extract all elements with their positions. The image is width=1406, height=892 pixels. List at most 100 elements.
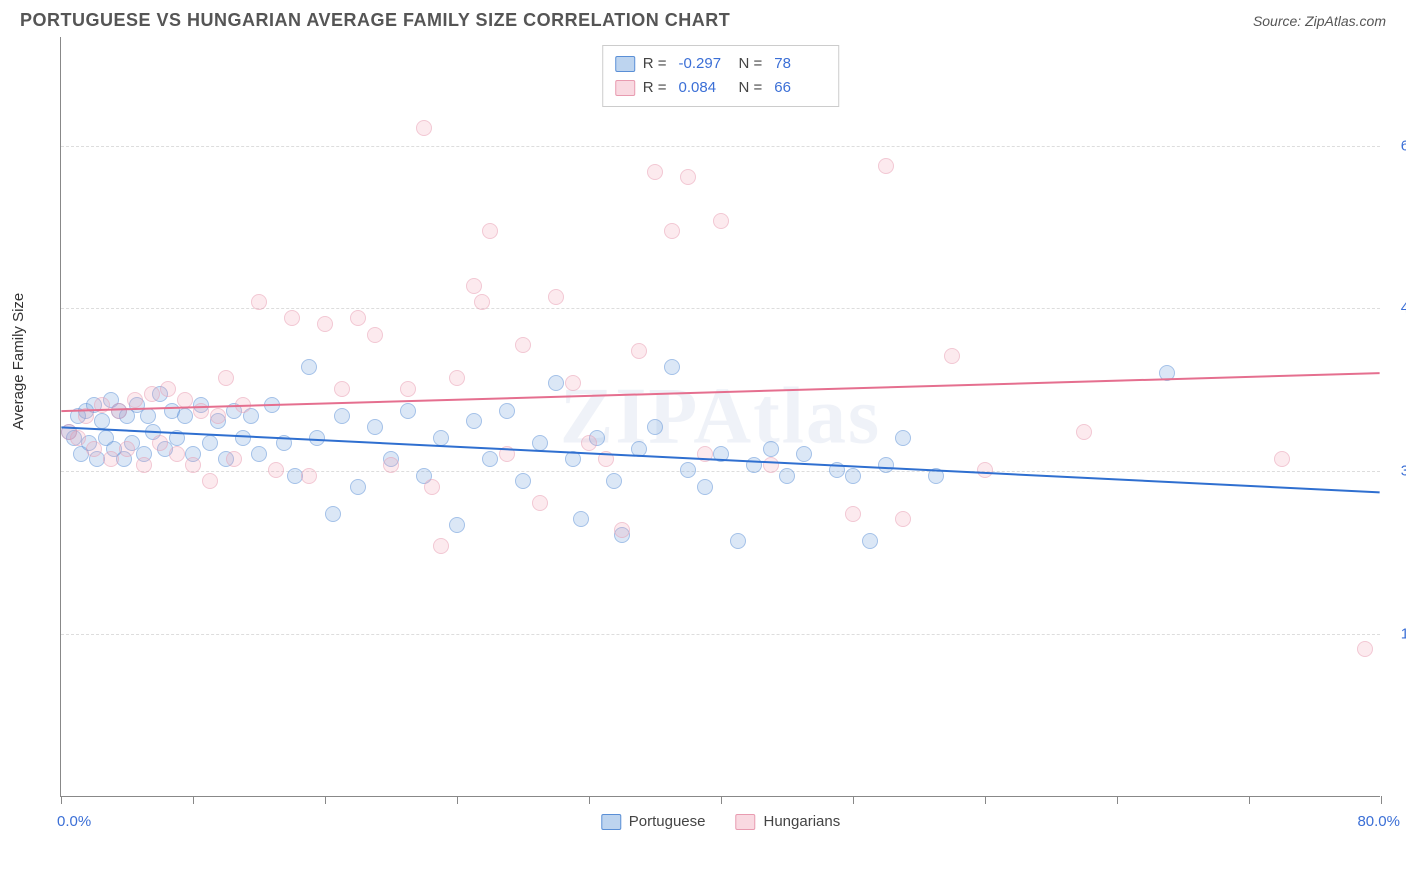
swatch-pink: [736, 814, 756, 830]
data-point: [1357, 641, 1373, 657]
n-label: N =: [739, 52, 763, 76]
data-point: [111, 403, 127, 419]
data-point: [264, 397, 280, 413]
data-point: [499, 446, 515, 462]
data-point: [400, 381, 416, 397]
data-point: [499, 403, 515, 419]
data-point: [449, 517, 465, 533]
data-point: [144, 386, 160, 402]
legend-item-portuguese: Portuguese: [601, 813, 706, 830]
data-point: [647, 164, 663, 180]
gridline: [61, 634, 1380, 635]
y-axis-label: Average Family Size: [10, 293, 27, 430]
data-point: [730, 533, 746, 549]
n-value-hungarians: 66: [774, 76, 826, 100]
gridline: [61, 471, 1380, 472]
data-point: [226, 451, 242, 467]
gridline: [61, 146, 1380, 147]
data-point: [177, 392, 193, 408]
x-tick: [61, 796, 62, 804]
data-point: [515, 337, 531, 353]
y-tick-label: 3.00: [1401, 463, 1406, 480]
data-point: [383, 457, 399, 473]
data-point: [350, 479, 366, 495]
data-point: [862, 533, 878, 549]
data-point: [136, 457, 152, 473]
data-point: [350, 310, 366, 326]
data-point: [325, 506, 341, 522]
plot-area: 1.503.004.506.00: [61, 37, 1380, 796]
data-point: [1076, 424, 1092, 440]
data-point: [565, 451, 581, 467]
data-point: [119, 441, 135, 457]
data-point: [202, 473, 218, 489]
data-point: [895, 511, 911, 527]
r-label: R =: [643, 52, 667, 76]
data-point: [664, 223, 680, 239]
data-point: [565, 375, 581, 391]
data-point: [928, 468, 944, 484]
data-point: [763, 457, 779, 473]
data-point: [433, 430, 449, 446]
data-point: [334, 408, 350, 424]
data-point: [127, 392, 143, 408]
data-point: [424, 479, 440, 495]
data-point: [482, 451, 498, 467]
data-point: [713, 213, 729, 229]
data-point: [449, 370, 465, 386]
data-point: [103, 451, 119, 467]
y-tick-label: 1.50: [1401, 626, 1406, 643]
x-tick: [853, 796, 854, 804]
x-tick: [1249, 796, 1250, 804]
data-point: [169, 430, 185, 446]
data-point: [532, 495, 548, 511]
data-point: [573, 511, 589, 527]
data-point: [416, 120, 432, 136]
data-point: [680, 169, 696, 185]
data-point: [664, 359, 680, 375]
data-point: [94, 397, 110, 413]
data-point: [86, 441, 102, 457]
data-point: [276, 435, 292, 451]
chart-title: PORTUGUESE VS HUNGARIAN AVERAGE FAMILY S…: [20, 10, 730, 31]
legend-item-hungarians: Hungarians: [736, 813, 841, 830]
data-point: [433, 538, 449, 554]
data-point: [763, 441, 779, 457]
data-point: [631, 441, 647, 457]
data-point: [845, 468, 861, 484]
data-point: [532, 435, 548, 451]
correlation-legend: R = -0.297 N = 78 R = 0.084 N = 66: [602, 45, 840, 107]
data-point: [400, 403, 416, 419]
data-point: [193, 403, 209, 419]
data-point: [606, 473, 622, 489]
data-point: [878, 457, 894, 473]
data-point: [697, 479, 713, 495]
scatter-chart: ZIPAtlas 1.503.004.506.00 R = -0.297 N =…: [60, 37, 1380, 797]
data-point: [631, 343, 647, 359]
x-tick: [589, 796, 590, 804]
data-point: [268, 462, 284, 478]
data-point: [548, 289, 564, 305]
data-point: [284, 310, 300, 326]
data-point: [251, 294, 267, 310]
data-point: [474, 294, 490, 310]
data-point: [309, 430, 325, 446]
data-point: [235, 430, 251, 446]
data-point: [845, 506, 861, 522]
data-point: [251, 446, 267, 462]
swatch-blue: [615, 56, 635, 72]
x-tick: [721, 796, 722, 804]
x-axis-start-label: 0.0%: [57, 813, 91, 830]
data-point: [680, 462, 696, 478]
data-point: [796, 446, 812, 462]
x-tick: [1117, 796, 1118, 804]
x-tick: [457, 796, 458, 804]
data-point: [177, 408, 193, 424]
data-point: [140, 408, 156, 424]
data-point: [746, 457, 762, 473]
source-attribution: Source: ZipAtlas.com: [1253, 13, 1386, 29]
swatch-pink: [615, 80, 635, 96]
data-point: [152, 435, 168, 451]
legend-row-portuguese: R = -0.297 N = 78: [615, 52, 827, 76]
series-legend: Portuguese Hungarians: [601, 813, 840, 830]
